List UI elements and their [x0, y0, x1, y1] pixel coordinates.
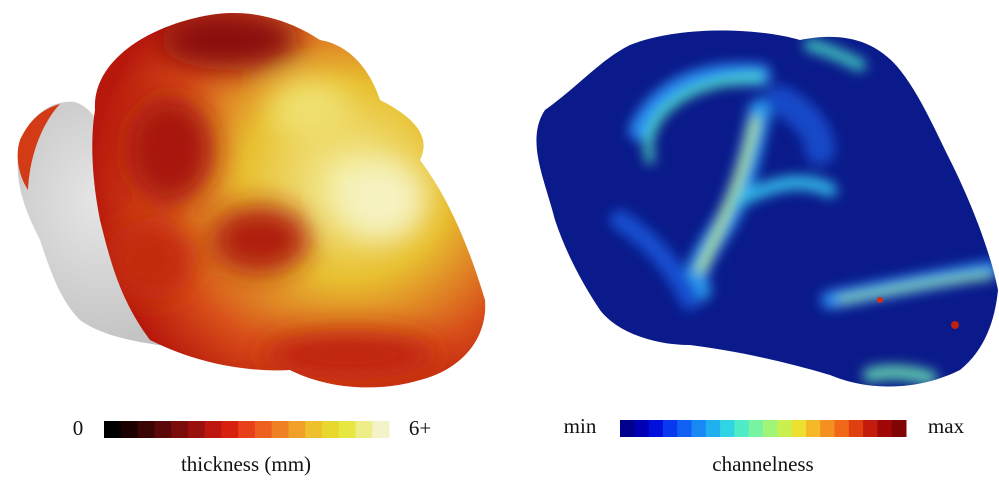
colorbar-max-label: max	[928, 414, 965, 438]
channelness-colorbar	[620, 420, 907, 437]
colorbar-swatch	[791, 420, 807, 437]
colorbar-swatch	[648, 420, 664, 437]
colorbar-swatch	[355, 421, 373, 438]
heat-texture	[105, 12, 440, 380]
caption: channelness	[712, 452, 813, 476]
thickness-colorbar	[104, 421, 390, 438]
colorbar-swatch	[620, 420, 635, 437]
colorbar-swatch	[720, 420, 735, 437]
colorbar-swatch	[863, 420, 878, 437]
colorbar-swatch	[204, 421, 222, 438]
heat-surface	[92, 12, 486, 388]
colorbar-swatch	[254, 421, 273, 438]
colorbar-swatch	[288, 421, 306, 438]
colorbar-swatch	[137, 421, 155, 438]
colorbar-swatch	[734, 420, 750, 437]
colorbar-swatch	[238, 421, 256, 438]
colorbar-swatch	[305, 421, 323, 438]
colorbar-swatch	[748, 420, 764, 437]
colorbar-swatch	[763, 420, 778, 437]
colorbar-swatch	[820, 420, 835, 437]
colorbar-swatch	[777, 420, 793, 437]
colorbar-swatch	[891, 420, 907, 437]
colorbar-swatch	[634, 420, 650, 437]
colorbar-swatch	[834, 420, 850, 437]
colorbar-swatch	[271, 421, 289, 438]
colorbar-min-label: min	[564, 414, 597, 438]
colorbar-swatch	[662, 420, 678, 437]
channel-surface	[536, 30, 998, 387]
colorbar-swatch	[104, 421, 122, 438]
caption: thickness (mm)	[181, 452, 311, 476]
colorbar-swatch	[848, 420, 864, 437]
colorbar-swatch	[321, 421, 340, 438]
back-edge	[17, 104, 60, 190]
colorbar-swatch	[120, 421, 139, 438]
colorbar-swatch	[154, 421, 172, 438]
colorbar-swatch	[372, 421, 390, 438]
colorbar-min-label: 0	[73, 416, 84, 440]
colorbar-swatch	[677, 420, 692, 437]
colorbar-swatch	[805, 420, 821, 437]
colorbar-swatch	[187, 421, 206, 438]
colorbar-swatch	[171, 421, 189, 438]
colorbar-swatch	[877, 420, 893, 437]
colorbar-max-label: 6+	[409, 416, 431, 440]
colorbar-swatch	[338, 421, 356, 438]
colorbar-swatch	[705, 420, 721, 437]
colorbar-swatch	[221, 421, 239, 438]
colorbar-swatch	[691, 420, 707, 437]
channel-texture	[610, 39, 998, 385]
